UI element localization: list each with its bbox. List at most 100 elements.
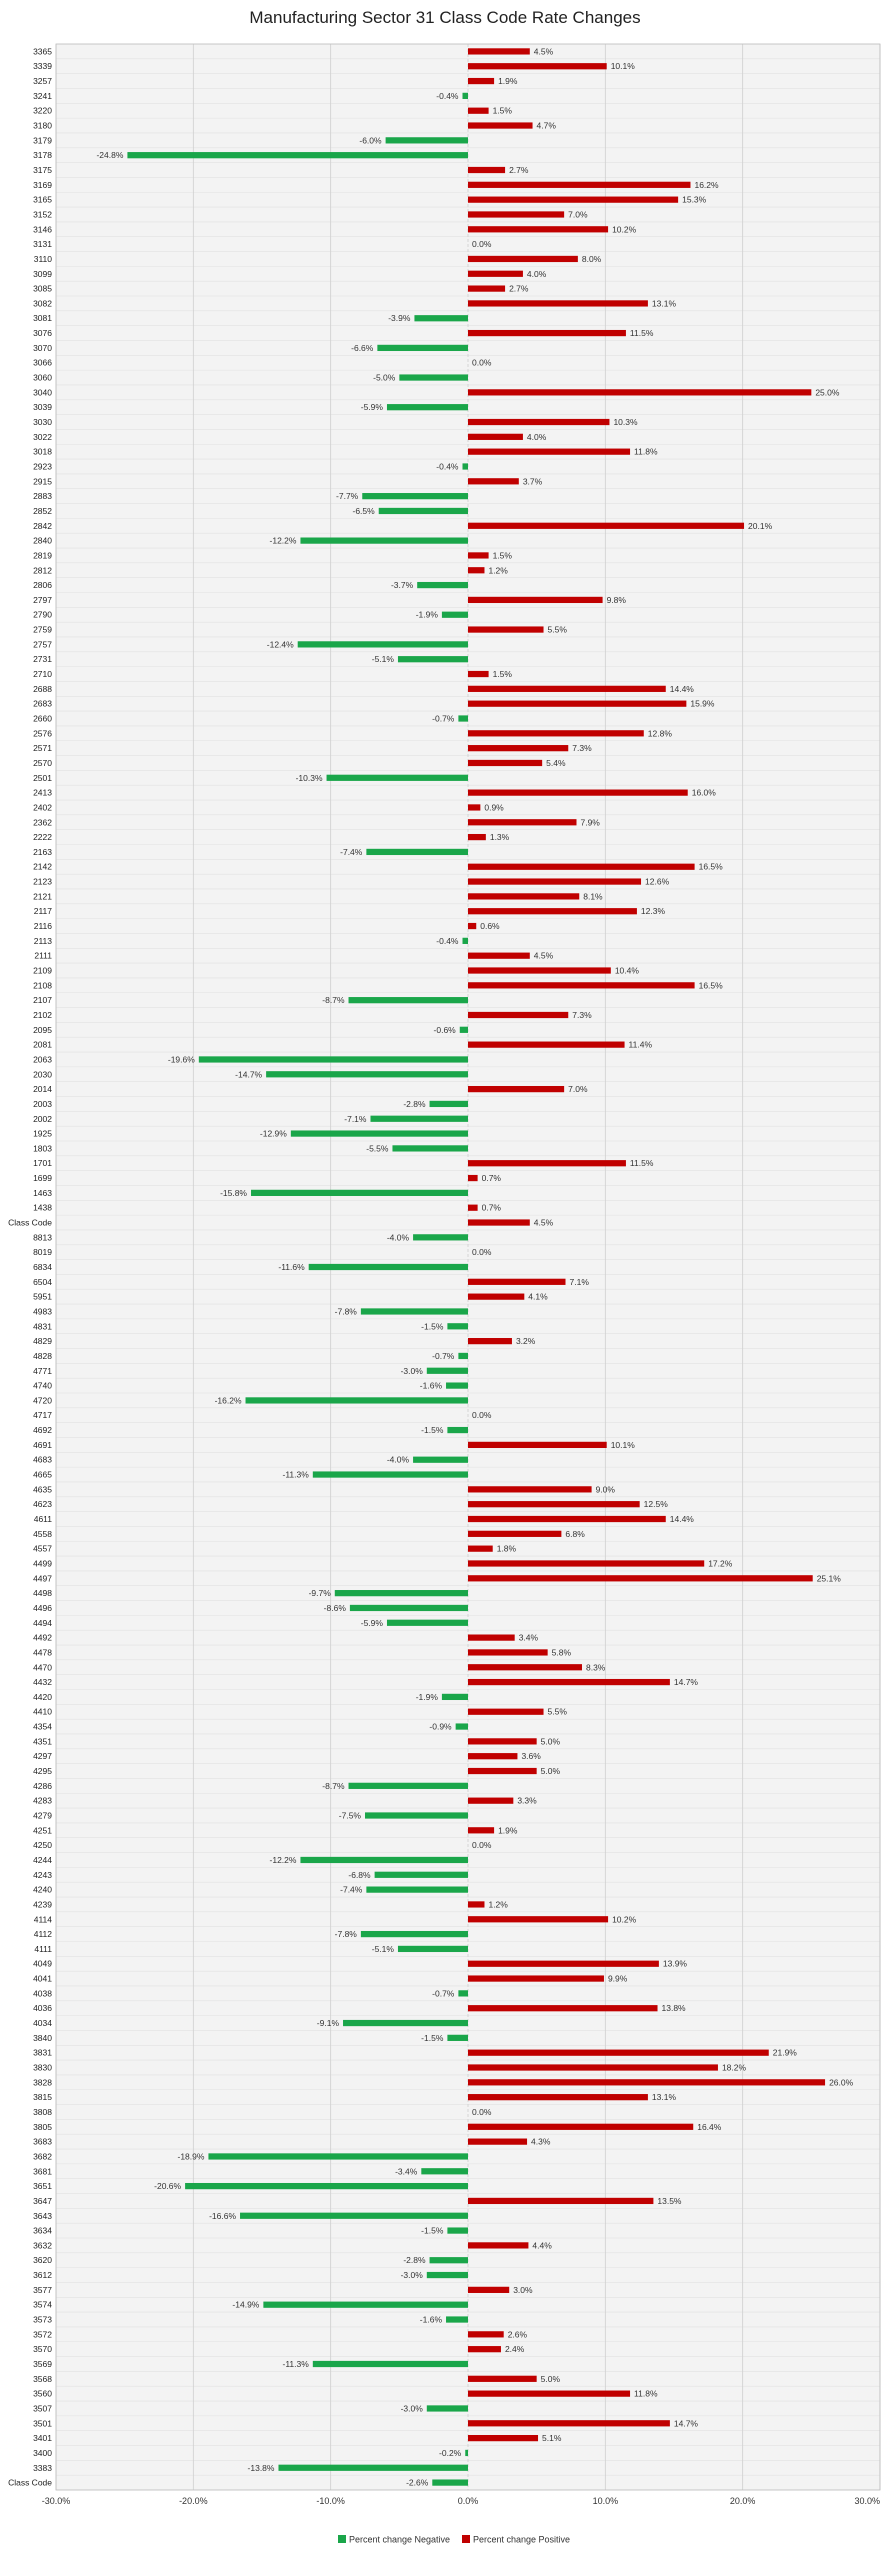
value-label: 12.5% xyxy=(644,1499,669,1509)
bar xyxy=(468,819,577,826)
category-label: 3643 xyxy=(33,2211,52,2221)
value-label: -1.5% xyxy=(421,2033,444,2043)
category-label: 2113 xyxy=(34,936,53,946)
bar xyxy=(426,1367,468,1374)
value-label: -6.6% xyxy=(351,343,374,353)
bar xyxy=(266,1071,468,1078)
value-label: -8.6% xyxy=(324,1603,347,1613)
value-label: 3.0% xyxy=(513,2285,533,2295)
bar xyxy=(468,789,688,796)
bar xyxy=(208,2153,468,2160)
bar xyxy=(468,1515,666,1523)
value-label: 13.1% xyxy=(652,2092,677,2102)
bar xyxy=(468,922,477,930)
category-label: 3082 xyxy=(33,298,52,308)
category-label: 4717 xyxy=(33,1410,52,1420)
bar xyxy=(446,1382,468,1389)
category-label: 4036 xyxy=(33,2003,52,2013)
bar xyxy=(432,2479,468,2486)
value-label: 0.7% xyxy=(482,1173,502,1183)
bar xyxy=(459,1026,468,1033)
value-label: 1.5% xyxy=(493,106,513,116)
value-label: 10.4% xyxy=(615,966,640,976)
category-label: 4828 xyxy=(33,1351,52,1361)
category-label: 1701 xyxy=(33,1158,52,1168)
value-label: 4.5% xyxy=(534,46,554,56)
category-label: 3401 xyxy=(33,2433,52,2443)
value-label: 26.0% xyxy=(829,2077,854,2087)
category-label: 2107 xyxy=(33,995,52,1005)
category-label: 4499 xyxy=(33,1558,52,1568)
category-label: 2570 xyxy=(33,758,52,768)
category-label: 4692 xyxy=(33,1425,52,1435)
category-label: 3110 xyxy=(34,254,53,264)
bar xyxy=(429,2257,468,2264)
category-label: 4470 xyxy=(33,1662,52,1672)
bar xyxy=(263,2301,468,2308)
bar xyxy=(455,1723,468,1730)
value-label: 11.8% xyxy=(634,447,658,457)
value-label: 14.4% xyxy=(670,1514,695,1524)
value-label: -18.9% xyxy=(178,2151,205,2161)
category-label: 3805 xyxy=(33,2122,52,2132)
plot-border xyxy=(55,43,881,2491)
category-label: 3179 xyxy=(33,135,52,145)
category-label: 3040 xyxy=(33,387,52,397)
category-label: 4297 xyxy=(33,1751,52,1761)
value-label: -24.8% xyxy=(96,150,123,160)
category-label: 1699 xyxy=(33,1173,52,1183)
bar xyxy=(462,92,468,99)
value-label: 0.0% xyxy=(472,2107,492,2117)
category-label: 3169 xyxy=(33,180,52,190)
category-label: 4494 xyxy=(33,1618,52,1628)
bar xyxy=(468,2123,694,2130)
category-label: 3339 xyxy=(33,61,52,71)
x-tick-label: 30.0% xyxy=(854,2496,880,2506)
category-label: 3146 xyxy=(33,224,52,234)
bar xyxy=(468,1708,544,1715)
bar xyxy=(245,1397,468,1404)
bar xyxy=(468,967,611,974)
value-label: 1.5% xyxy=(493,669,513,679)
bar xyxy=(421,2168,468,2175)
bar xyxy=(468,2375,537,2382)
bar xyxy=(300,1856,468,1864)
bar xyxy=(312,1471,468,1478)
category-label: 2660 xyxy=(33,714,52,724)
value-label: 14.4% xyxy=(670,684,695,694)
bar xyxy=(468,1975,604,1982)
value-label: -15.8% xyxy=(220,1188,247,1198)
bar xyxy=(468,878,642,885)
value-label: -7.8% xyxy=(335,1306,358,1316)
legend-negative-label: Percent change Negative xyxy=(349,2535,450,2545)
value-label: 3.7% xyxy=(523,476,543,486)
value-label: 5.8% xyxy=(552,1647,572,1657)
category-label: 4286 xyxy=(33,1781,52,1791)
value-label: 9.9% xyxy=(608,1974,628,1984)
category-label: 2117 xyxy=(34,906,53,916)
category-label: 3568 xyxy=(33,2374,52,2384)
value-label: 14.7% xyxy=(674,1677,699,1687)
category-label: 2790 xyxy=(33,610,52,620)
value-label: -2.6% xyxy=(406,2478,429,2488)
chart-title: Manufacturing Sector 31 Class Code Rate … xyxy=(249,8,640,27)
legend-negative-swatch xyxy=(338,2535,346,2543)
bar xyxy=(468,1041,625,1048)
bar xyxy=(468,1085,565,1093)
bar xyxy=(397,1945,468,1953)
category-label: 3634 xyxy=(33,2226,52,2236)
category-label: 3152 xyxy=(33,209,52,219)
category-label: 2163 xyxy=(33,847,52,857)
category-label: 3651 xyxy=(33,2181,52,2191)
value-label: -0.7% xyxy=(432,714,455,724)
value-label: 4.5% xyxy=(534,1218,554,1228)
bar xyxy=(468,63,607,70)
value-label: -8.7% xyxy=(322,995,345,1005)
bar xyxy=(441,611,468,618)
value-label: 4.3% xyxy=(531,2137,551,2147)
category-label: 3085 xyxy=(33,284,52,294)
value-label: -14.9% xyxy=(232,2300,259,2310)
category-label: 4034 xyxy=(33,2018,52,2028)
bar xyxy=(468,552,489,559)
category-label: 3070 xyxy=(33,343,52,353)
